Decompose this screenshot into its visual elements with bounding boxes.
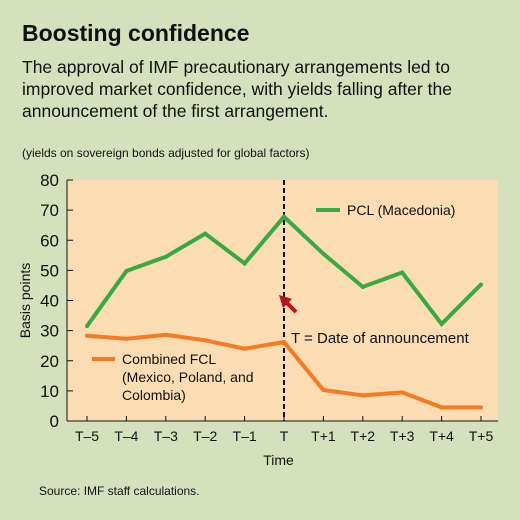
data-point <box>282 340 286 345</box>
chart-note: (yields on sovereign bonds adjusted for … <box>22 146 310 160</box>
y-tick-label: 50 <box>40 261 59 280</box>
data-point <box>321 251 326 256</box>
data-point <box>124 268 129 273</box>
data-point <box>85 324 89 329</box>
data-point <box>203 338 208 343</box>
x-axis: T–5 T–4 T–3 T–2 T–1 T T+1 T+2 T+3 T+4 T+5 <box>67 416 498 444</box>
annotation-arrow-shaft <box>284 300 298 314</box>
y-tick-label: 40 <box>40 292 59 311</box>
annotation-label: T = Date of announcement <box>291 330 470 347</box>
data-point <box>360 284 365 289</box>
y-tick-label: 10 <box>40 382 59 401</box>
y-tick-label: 60 <box>40 231 59 250</box>
data-point <box>163 332 168 337</box>
chart-title: Boosting confidence <box>22 20 250 46</box>
data-point <box>479 405 483 410</box>
data-point <box>400 390 405 395</box>
x-tick-label: T <box>280 428 289 444</box>
data-point <box>124 336 129 341</box>
annotation-arrow-head <box>279 295 292 308</box>
fcl-legend-label: Combined FCL <box>122 351 216 367</box>
x-tick-label: T+2 <box>351 428 376 444</box>
data-point <box>439 321 444 326</box>
x-tick-label: T+1 <box>311 428 336 444</box>
data-point <box>282 214 286 219</box>
source-note: Source: IMF staff calculations. <box>39 484 200 498</box>
labels-layer: PCL (Macedonia) Combined FCL (Mexico, Pola… <box>92 202 470 403</box>
y-tick-label: 70 <box>40 201 59 220</box>
data-point <box>242 346 247 351</box>
x-tick-label: T+5 <box>469 428 494 444</box>
pcl-legend-label: PCL (Macedonia) <box>347 202 455 218</box>
data-point <box>242 261 247 266</box>
series-layer <box>85 213 483 410</box>
x-axis-title: Time <box>263 452 294 468</box>
x-tick-label: T–5 <box>75 428 99 444</box>
y-axis-title: Basis points <box>17 263 33 338</box>
x-tick-label: T–3 <box>154 428 178 444</box>
data-point <box>479 282 483 287</box>
y-tick-label: 20 <box>40 352 59 371</box>
y-axis: 0 10 20 30 40 50 60 70 80 <box>40 171 73 431</box>
x-tick-label: T+4 <box>429 428 454 444</box>
y-tick-label: 0 <box>50 412 59 431</box>
fcl-legend-label: (Mexico, Poland, and <box>122 369 254 385</box>
x-tick-label: T–2 <box>193 428 217 444</box>
chart-subtitle: The approval of IMF precautionary arrang… <box>22 57 452 121</box>
data-point <box>321 387 326 392</box>
data-point <box>439 405 444 410</box>
data-point <box>360 393 365 398</box>
data-point <box>400 270 405 275</box>
data-point <box>203 231 208 236</box>
fcl-legend-label: Colombia) <box>122 387 186 403</box>
x-tick-label: T–4 <box>114 428 138 444</box>
y-tick-label: 30 <box>40 322 59 341</box>
data-point <box>163 254 168 259</box>
x-tick-label: T–1 <box>233 428 257 444</box>
y-tick-label: 80 <box>40 171 59 190</box>
x-tick-label: T+3 <box>390 428 415 444</box>
data-point <box>85 333 89 338</box>
